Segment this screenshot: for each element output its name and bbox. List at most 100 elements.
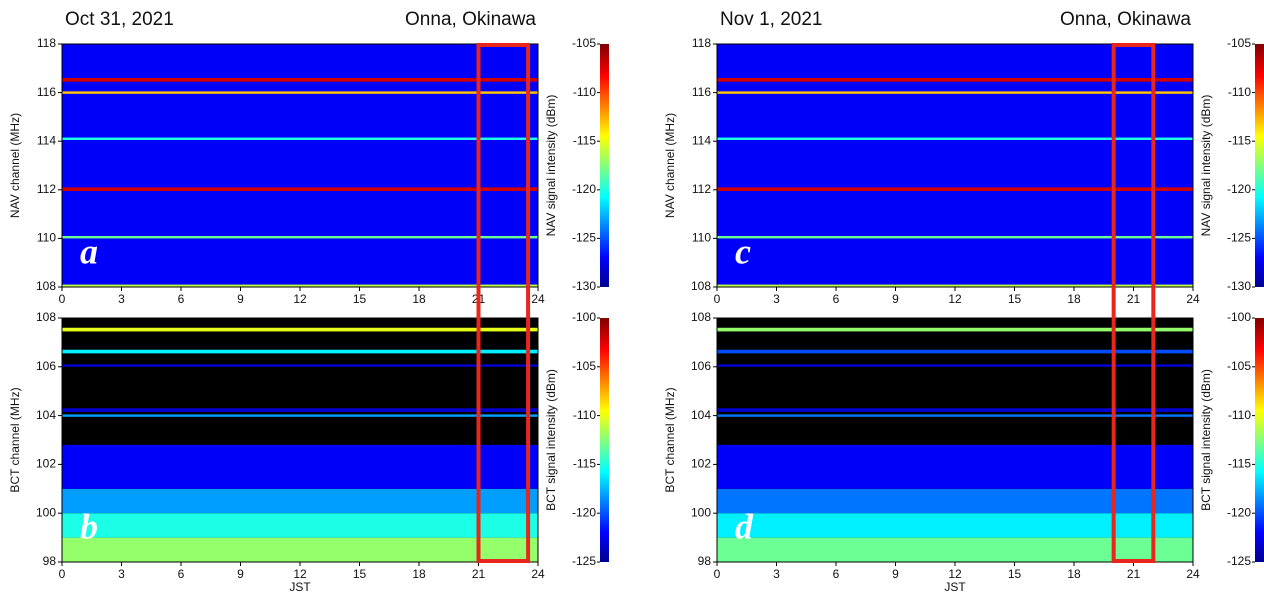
highlight-box (476, 43, 531, 563)
x-tick-label: 24 (531, 567, 545, 581)
x-tick-label: 0 (714, 567, 721, 581)
colorbar-tick-label: -105 (1227, 359, 1251, 373)
colorbar-tick-label: -125 (572, 554, 596, 568)
heatmap-band (717, 408, 1193, 412)
y-tick-label: 118 (37, 36, 56, 50)
heatmap-band (717, 414, 1193, 417)
colorbar-tick-label: -100 (1227, 310, 1251, 324)
heatmap-band (717, 235, 1193, 239)
y-axis-label: NAV channel (MHz) (663, 113, 677, 218)
colorbar-tick-label: -125 (1227, 554, 1251, 568)
colorbar (1255, 44, 1264, 287)
x-tick-label: 3 (773, 292, 780, 306)
x-tick-label: 3 (118, 292, 125, 306)
x-tick-label: 12 (948, 292, 962, 306)
y-tick-label: 110 (37, 231, 56, 245)
x-tick-label: 12 (293, 567, 307, 581)
y-tick-label: 104 (691, 408, 711, 422)
x-tick-label: 15 (1008, 567, 1022, 581)
colorbar-tick-label: -115 (573, 133, 596, 147)
y-tick-label: 108 (36, 279, 56, 293)
heatmap-band (62, 78, 538, 82)
x-tick-label: 21 (472, 567, 486, 581)
x-axis-label: JST (944, 580, 966, 594)
y-tick-label: 100 (36, 505, 56, 519)
colorbar-tick-label: -120 (1227, 505, 1251, 519)
heatmap-band (62, 513, 538, 538)
colorbar (1255, 318, 1264, 562)
heatmap-band (717, 137, 1193, 140)
y-tick-label: 116 (692, 85, 711, 99)
heatmap-band (62, 414, 538, 417)
x-tick-label: 15 (1008, 292, 1022, 306)
heatmap-band (62, 488, 538, 514)
colorbar-tick-label: -110 (1228, 85, 1251, 99)
x-tick-label: 18 (412, 292, 426, 306)
colorbar-tick-label: -125 (572, 231, 596, 245)
heatmap-band (717, 513, 1193, 538)
x-tick-label: 15 (353, 567, 367, 581)
heatmap-band (62, 91, 538, 94)
y-tick-label: 100 (691, 505, 711, 519)
colorbar-tick-label: -105 (1227, 36, 1251, 50)
heatmap-band (717, 444, 1193, 489)
colorbar-label: NAV signal intensity (dBm) (544, 95, 558, 237)
colorbar-tick-label: -125 (1227, 231, 1251, 245)
x-tick-label: 12 (293, 292, 307, 306)
y-axis-label: NAV channel (MHz) (8, 113, 22, 218)
colorbar-tick-label: -110 (573, 85, 596, 99)
x-tick-label: 9 (892, 292, 899, 306)
heatmap-band (62, 349, 538, 354)
heatmap-band (62, 408, 538, 412)
chart-title: Nov 1, 2021 (720, 9, 822, 30)
y-tick-label: 112 (692, 182, 711, 196)
panel-label: b (80, 506, 98, 546)
colorbar-label: NAV signal intensity (dBm) (1199, 95, 1213, 237)
x-tick-label: 12 (948, 567, 962, 581)
x-tick-label: 3 (118, 567, 125, 581)
colorbar-tick-label: -105 (572, 359, 596, 373)
heatmap-base (62, 44, 538, 287)
colorbar-tick-label: -120 (572, 182, 596, 196)
heatmap-band (717, 78, 1193, 82)
y-tick-label: 106 (36, 359, 56, 373)
colorbar-tick-label: -120 (1227, 182, 1251, 196)
heatmap-band (717, 364, 1193, 367)
chart-location: Onna, Okinawa (1060, 9, 1191, 30)
heatmap-band (62, 364, 538, 367)
y-tick-label: 98 (43, 554, 57, 568)
colorbar-tick-label: -110 (573, 408, 596, 422)
heatmap-band (62, 284, 538, 287)
heatmap-band (62, 444, 538, 489)
colorbar-tick-label: -115 (1228, 133, 1251, 147)
x-tick-label: 6 (833, 292, 840, 306)
y-axis-label: BCT channel (MHz) (8, 387, 22, 492)
x-tick-label: 3 (773, 567, 780, 581)
y-tick-label: 118 (692, 36, 711, 50)
x-tick-label: 18 (412, 567, 426, 581)
y-tick-label: 98 (698, 554, 712, 568)
colorbar-tick-label: -105 (572, 36, 596, 50)
x-axis-label: JST (289, 580, 311, 594)
colorbar-label: BCT signal intensity (dBm) (544, 369, 558, 511)
x-tick-label: 0 (59, 567, 66, 581)
chart-location: Onna, Okinawa (405, 9, 536, 30)
y-tick-label: 102 (691, 457, 711, 471)
x-tick-label: 24 (531, 292, 545, 306)
heatmap-band (62, 537, 538, 562)
colorbar-tick-label: -100 (572, 310, 596, 324)
y-tick-label: 112 (37, 182, 56, 196)
colorbar-tick-label: -115 (1228, 457, 1251, 471)
colorbar (600, 44, 609, 287)
colorbar-tick-label: -130 (1227, 279, 1251, 293)
y-tick-label: 106 (691, 359, 711, 373)
heatmap-band (717, 284, 1193, 287)
heatmap-band (717, 537, 1193, 562)
y-tick-label: 110 (692, 231, 711, 245)
heatmap-band (717, 91, 1193, 94)
y-tick-label: 102 (36, 457, 56, 471)
x-tick-label: 18 (1067, 292, 1081, 306)
x-tick-label: 6 (178, 567, 185, 581)
colorbar-tick-label: -110 (1228, 408, 1251, 422)
